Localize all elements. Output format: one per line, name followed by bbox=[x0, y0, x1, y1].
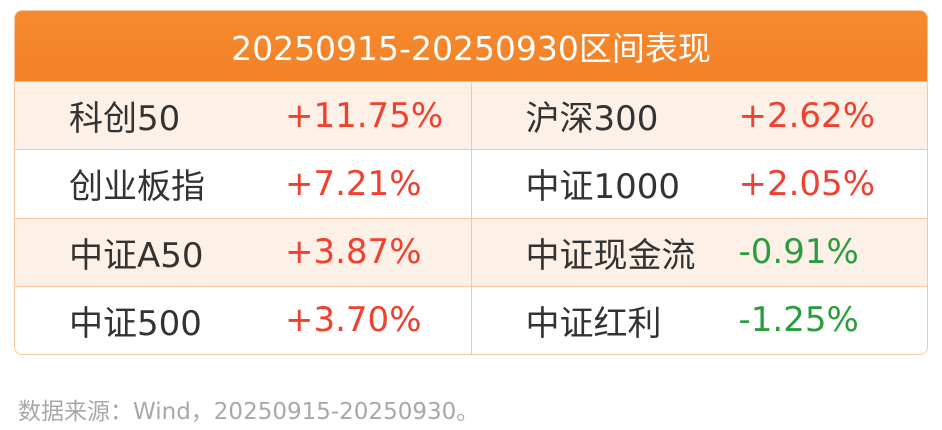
index-name: 中证1000 bbox=[525, 167, 681, 208]
table-row: 中证500 +3.70% 中证红利 -1.25% bbox=[15, 285, 928, 354]
source-note: 数据来源：Wind，20250915-20250930。 bbox=[18, 399, 480, 425]
table-cell-group: 创业板指 +7.21% bbox=[15, 150, 472, 218]
table-body: 科创50 +11.75% 沪深300 +2.62% 创业板指 +7.21% 中证1000 +2… bbox=[15, 81, 927, 354]
index-name: 沪深300 bbox=[525, 99, 659, 140]
index-change: -0.91% bbox=[738, 232, 859, 273]
table-cell-group: 沪深300 +2.62% bbox=[472, 82, 928, 149]
table-row: 科创50 +11.75% 沪深300 +2.62% bbox=[15, 81, 928, 150]
table-cell-group: 中证现金流 -0.91% bbox=[472, 219, 928, 286]
index-change: +7.21% bbox=[285, 163, 422, 204]
table-row: 创业板指 +7.21% 中证1000 +2.05% bbox=[15, 149, 928, 218]
index-change: +3.70% bbox=[285, 300, 422, 341]
index-name: 中证A50 bbox=[69, 235, 204, 276]
table-cell-group: 中证500 +3.70% bbox=[15, 286, 472, 354]
index-change: +11.75% bbox=[285, 95, 444, 136]
index-change: +2.62% bbox=[738, 95, 876, 136]
index-name: 中证500 bbox=[69, 303, 202, 344]
index-name: 中证红利 bbox=[525, 303, 662, 344]
table-cell-group: 中证1000 +2.05% bbox=[472, 150, 928, 217]
index-name: 中证现金流 bbox=[525, 235, 696, 276]
index-change: +3.87% bbox=[285, 232, 422, 273]
index-name: 科创50 bbox=[69, 99, 181, 140]
table-title: 20250915-20250930区间表现 bbox=[15, 11, 927, 81]
index-name: 创业板指 bbox=[69, 167, 205, 208]
index-change: +2.05% bbox=[738, 163, 876, 204]
table-cell-group: 中证红利 -1.25% bbox=[472, 287, 928, 354]
index-change: -1.25% bbox=[738, 300, 859, 341]
table-row: 中证A50 +3.87% 中证现金流 -0.91% bbox=[15, 217, 928, 286]
table: 20250915-20250930区间表现 科创50 +11.75% 沪深300 +2… bbox=[14, 10, 928, 355]
table-cell-group: 中证A50 +3.87% bbox=[15, 218, 472, 286]
table-cell-group: 科创50 +11.75% bbox=[15, 82, 472, 150]
